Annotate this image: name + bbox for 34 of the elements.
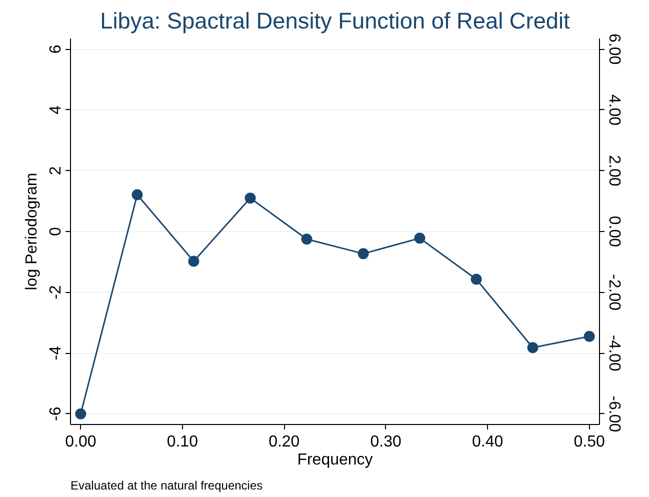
x-axis-title: Frequency [297,452,373,468]
y2-tick-label: -4.00 [606,334,622,372]
y2-tick-label: 4.00 [606,94,622,126]
x-tick-label: 0.50 [574,434,605,450]
point [358,248,369,260]
y-tick-label: 2 [48,166,64,176]
point [244,192,256,204]
x-tick-label: 0.30 [370,434,402,450]
point [188,256,200,267]
y-tick-label: -6 [48,406,64,421]
y2-tick-label: 0.00 [606,216,622,248]
point [75,408,86,420]
y-axis-title: log Periodogram [24,172,40,290]
y-tick-label: 4 [48,105,64,114]
y-tick-label: 6 [48,44,64,54]
point [470,274,482,285]
x-tick-label: 0.10 [166,434,198,450]
point [132,189,143,200]
x-tick-label: 0.40 [472,434,504,450]
y-tick-label: -2 [48,285,64,300]
text: Evaluated at the natural frequencies [70,478,263,492]
y-tick-label: -4 [48,346,64,360]
x-tick-label: 0.00 [65,434,96,450]
point [584,330,595,342]
y2-tick-label: -6.00 [606,396,622,432]
y-tick-label: 0 [48,226,64,236]
point [414,232,426,244]
y2-tick-label: -2.00 [606,274,622,311]
point [527,342,538,354]
y2-tick-label: 6.00 [606,34,622,65]
x-tick-label: 0.20 [268,434,300,450]
chart-title: Libya: Spactral Density Function of Real Credit [100,8,571,34]
y2-tick-label: 2.00 [606,155,622,186]
point [301,234,312,245]
